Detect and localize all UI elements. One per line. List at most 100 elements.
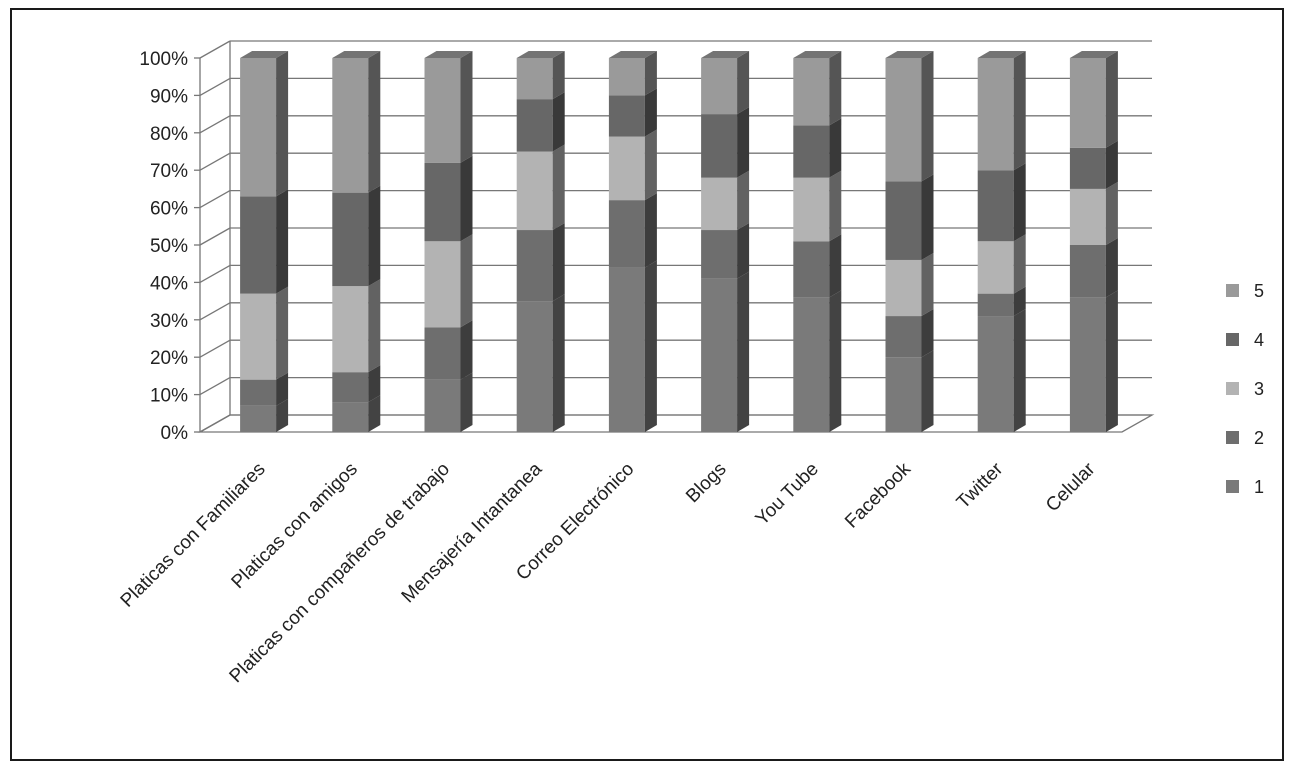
- bar-segment-side: [552, 144, 565, 231]
- bar-segment-side: [644, 193, 657, 268]
- x-category-label: You Tube: [752, 459, 823, 530]
- bar-segment: [701, 177, 738, 231]
- bar-segment-side: [737, 223, 750, 279]
- legend-label: 4: [1254, 330, 1264, 350]
- bar-top: [977, 51, 1026, 58]
- bar-segment: [608, 200, 645, 268]
- bar-segment: [701, 58, 738, 115]
- bar-segment: [424, 327, 461, 380]
- bar-segment-side: [921, 51, 934, 182]
- bar-segment: [977, 293, 1014, 317]
- bar-segment-side: [737, 170, 750, 231]
- legend-swatch: [1226, 382, 1239, 395]
- bar-segment-side: [644, 88, 657, 137]
- gridline-side: [199, 264, 231, 283]
- bar-segment-side: [737, 51, 750, 115]
- bar-segment-side: [1013, 286, 1026, 317]
- bar-top: [424, 51, 473, 58]
- bar-segment: [608, 95, 645, 137]
- bar-segment: [240, 58, 277, 197]
- y-tick-label: 70%: [150, 161, 188, 182]
- bar-segment: [885, 58, 922, 182]
- gridline-side: [199, 77, 231, 96]
- bar-segment: [701, 114, 738, 178]
- bar-segment-side: [737, 271, 750, 432]
- bar-segment: [608, 267, 645, 432]
- bar-segment: [977, 241, 1014, 294]
- legend: 5 4 3 2 1: [1226, 281, 1264, 497]
- bars: [240, 51, 1118, 432]
- bar-segment: [332, 192, 369, 287]
- bar-segment-side: [1105, 51, 1118, 148]
- x-category-label: Blogs: [682, 459, 730, 507]
- bar-segment-side: [552, 92, 565, 152]
- bar-segment: [977, 58, 1014, 171]
- bar-segment: [608, 136, 645, 201]
- y-tick-label: 90%: [150, 86, 188, 107]
- bar-segment: [516, 151, 553, 231]
- bar-segment-side: [368, 395, 381, 432]
- legend-label: 5: [1254, 281, 1264, 301]
- bar-segment: [516, 301, 553, 432]
- gridline-side: [199, 414, 231, 433]
- bar-segment-side: [1013, 234, 1026, 294]
- bar-segment: [885, 357, 922, 432]
- bar-segment: [516, 99, 553, 152]
- bar-segment: [1069, 188, 1106, 245]
- y-tick-label: 60%: [150, 199, 188, 220]
- x-category-label: Platicas con Familiares: [117, 459, 270, 612]
- gridline-side: [199, 40, 231, 59]
- bar-segment: [885, 316, 922, 358]
- y-tick-label: 10%: [150, 386, 188, 407]
- bar-segment: [701, 278, 738, 432]
- bar-segment: [701, 230, 738, 279]
- bar-segment-side: [552, 51, 565, 100]
- bar-segment-side: [737, 107, 750, 178]
- bar-segment: [240, 379, 277, 406]
- bar-segment-side: [921, 350, 934, 432]
- bar-segment: [424, 58, 461, 163]
- bar-segment-side: [644, 260, 657, 432]
- legend-label: 2: [1254, 428, 1264, 448]
- bar-segment: [793, 177, 830, 242]
- bar-segment-side: [921, 309, 934, 358]
- y-tick-label: 30%: [150, 311, 188, 332]
- bar-top: [701, 51, 750, 58]
- bar-segment-side: [1105, 181, 1118, 245]
- bar-segment: [885, 181, 922, 260]
- bar-segment-side: [921, 252, 934, 317]
- gridline-side: [199, 152, 231, 171]
- y-tick-label: 20%: [150, 348, 188, 369]
- bar-segment: [793, 297, 830, 432]
- bar-segment: [240, 196, 277, 294]
- bar-top: [885, 51, 934, 58]
- bar-segment-side: [368, 365, 381, 403]
- bar-segment: [240, 293, 277, 380]
- y-axis-ticks: 0% 10% 20% 30% 40% 50% 60% 70% 80% 90% 100%: [139, 49, 188, 444]
- bar-segment: [793, 58, 830, 126]
- bar-segment-side: [552, 294, 565, 432]
- bar-segment-side: [644, 129, 657, 201]
- bar-segment-side: [460, 51, 473, 163]
- bar-top: [793, 51, 842, 58]
- bar-segment-side: [276, 51, 289, 197]
- bar-segment: [793, 241, 830, 298]
- bar-segment-side: [460, 320, 473, 380]
- bar-top: [332, 51, 381, 58]
- bar-segment-side: [460, 372, 473, 432]
- y-tick-label: 100%: [139, 49, 188, 70]
- gridline-side: [199, 115, 231, 134]
- bar-top: [608, 51, 657, 58]
- gridline-side: [199, 190, 231, 209]
- bar-segment-side: [1105, 290, 1118, 432]
- bar-segment: [240, 405, 277, 432]
- gridline-side: [199, 227, 231, 246]
- bar-segment-side: [276, 372, 289, 406]
- bar-segment-side: [1013, 309, 1026, 432]
- bar-segment: [332, 286, 369, 373]
- bar-segment-side: [829, 234, 842, 298]
- bar-segment-side: [368, 185, 381, 287]
- bar-segment: [332, 58, 369, 193]
